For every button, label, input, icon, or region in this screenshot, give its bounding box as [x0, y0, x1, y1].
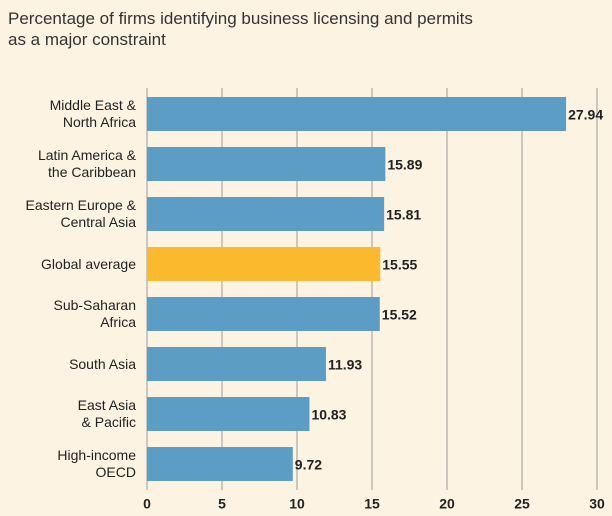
x-tick-label: 20 — [439, 496, 455, 512]
y-tick-label: South Asia — [69, 355, 136, 372]
bar — [147, 297, 380, 331]
value-label: 11.93 — [328, 357, 362, 373]
y-tick-label: Latin America & the Caribbean — [37, 147, 136, 180]
x-tick-label: 15 — [364, 496, 380, 512]
bar — [147, 97, 567, 131]
x-tick-label: 5 — [218, 496, 226, 512]
value-label: 10.83 — [311, 407, 346, 423]
y-tick-label: Sub-Saharan Africa — [53, 297, 136, 330]
x-tick-label: 25 — [514, 496, 530, 512]
value-label: 27.94 — [568, 107, 603, 123]
value-label: 15.52 — [382, 307, 417, 323]
x-tick-label: 30 — [589, 496, 605, 512]
value-label: 15.89 — [387, 157, 422, 173]
bar — [147, 447, 293, 481]
x-tick-label: 0 — [143, 496, 151, 512]
y-tick-label: East Asia & Pacific — [77, 397, 136, 430]
y-tick-label: Global average — [41, 255, 136, 272]
y-tick-label: High-income OECD — [57, 447, 136, 480]
bar — [147, 397, 310, 431]
bar — [147, 347, 326, 381]
y-tick-label: Eastern Europe & Central Asia — [25, 197, 136, 230]
x-tick-label: 10 — [289, 496, 305, 512]
bar — [147, 147, 386, 181]
bar — [147, 247, 381, 281]
value-label: 15.81 — [386, 207, 421, 223]
value-label: 9.72 — [295, 457, 322, 473]
chart-title: Percentage of firms identifying business… — [8, 9, 473, 49]
value-label: 15.55 — [382, 257, 417, 273]
bar — [147, 197, 385, 231]
y-tick-label: Middle East & North Africa — [49, 97, 136, 130]
